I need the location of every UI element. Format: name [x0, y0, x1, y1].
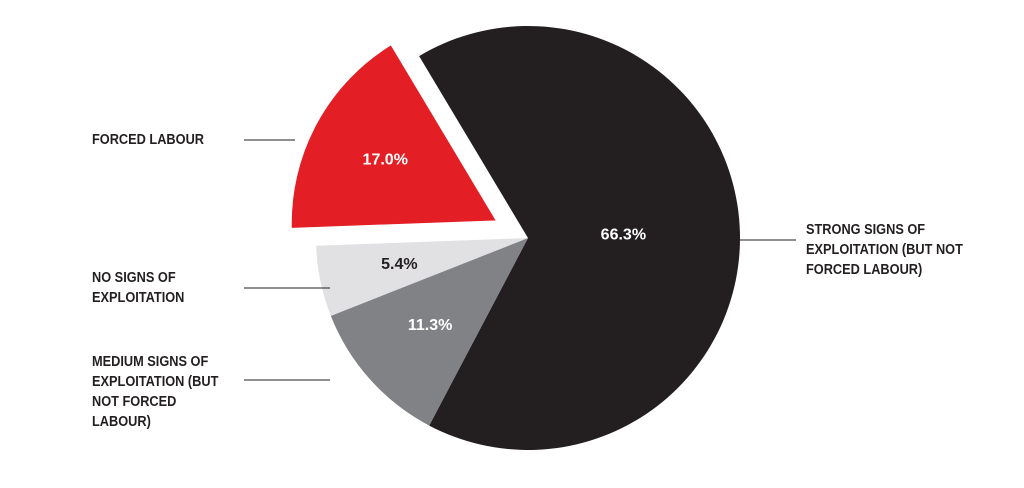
pie-slice [316, 238, 528, 316]
value-label: 11.3% [408, 317, 452, 334]
pie-slice [419, 25, 740, 451]
pie-slice [330, 238, 528, 426]
pie-slice [285, 37, 506, 235]
value-label: 66.3% [601, 227, 646, 244]
value-label: 17.0% [363, 152, 408, 169]
category-label: STRONG SIGNS OF EXPLOITATION (BUT NOT FO… [806, 222, 963, 278]
value-label: 5.4% [381, 256, 417, 273]
category-label: NO SIGNS OF EXPLOITATION [92, 270, 185, 306]
category-label: MEDIUM SIGNS OF EXPLOITATION (BUT NOT FO… [92, 354, 219, 430]
category-label: FORCED LABOUR [92, 132, 205, 148]
